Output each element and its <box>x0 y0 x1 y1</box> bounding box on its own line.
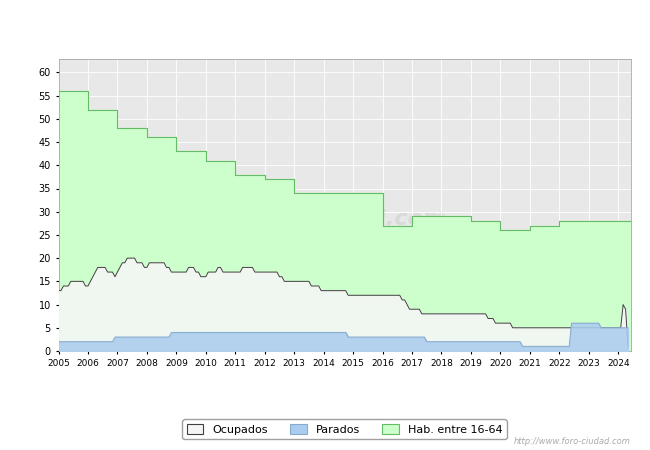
Text: Neila de San Miguel - Evolucion de la poblacion en edad de Trabajar Mayo de 2024: Neila de San Miguel - Evolucion de la po… <box>52 14 598 27</box>
Text: foro-ciudad.com: foro-ciudad.com <box>242 209 447 230</box>
Legend: Ocupados, Parados, Hab. entre 16-64: Ocupados, Parados, Hab. entre 16-64 <box>182 419 507 439</box>
Text: http://www.foro-ciudad.com: http://www.foro-ciudad.com <box>514 436 630 446</box>
